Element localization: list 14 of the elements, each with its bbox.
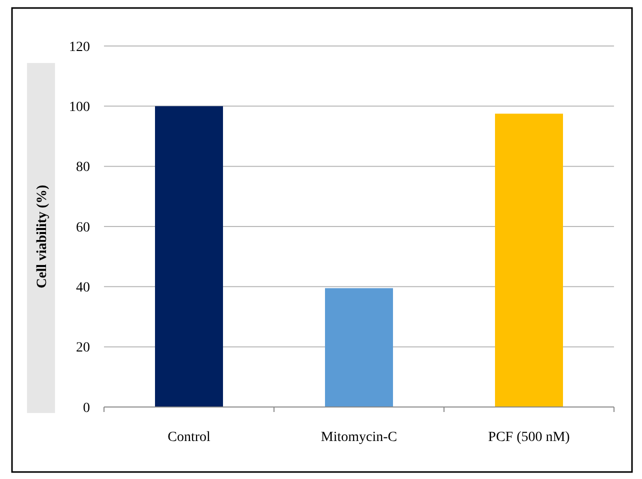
x-tick-label: Mitomycin-C: [320, 430, 398, 445]
bar: [495, 114, 563, 407]
y-axis-title: Cell viability (%): [35, 184, 50, 288]
bar: [155, 106, 223, 407]
y-tick-label: 0: [83, 400, 90, 416]
y-tick-label: 80: [76, 160, 90, 176]
x-tick-label: Control: [168, 430, 210, 445]
x-tick-label: PCF (500 nM): [488, 430, 570, 445]
y-tick-label: 60: [76, 220, 90, 236]
y-tick-label: 20: [76, 340, 90, 356]
y-tick-label: 100: [69, 100, 90, 116]
y-tick-label: 120: [69, 40, 90, 55]
y-tick-label: 40: [76, 280, 90, 296]
bar: [325, 288, 393, 407]
